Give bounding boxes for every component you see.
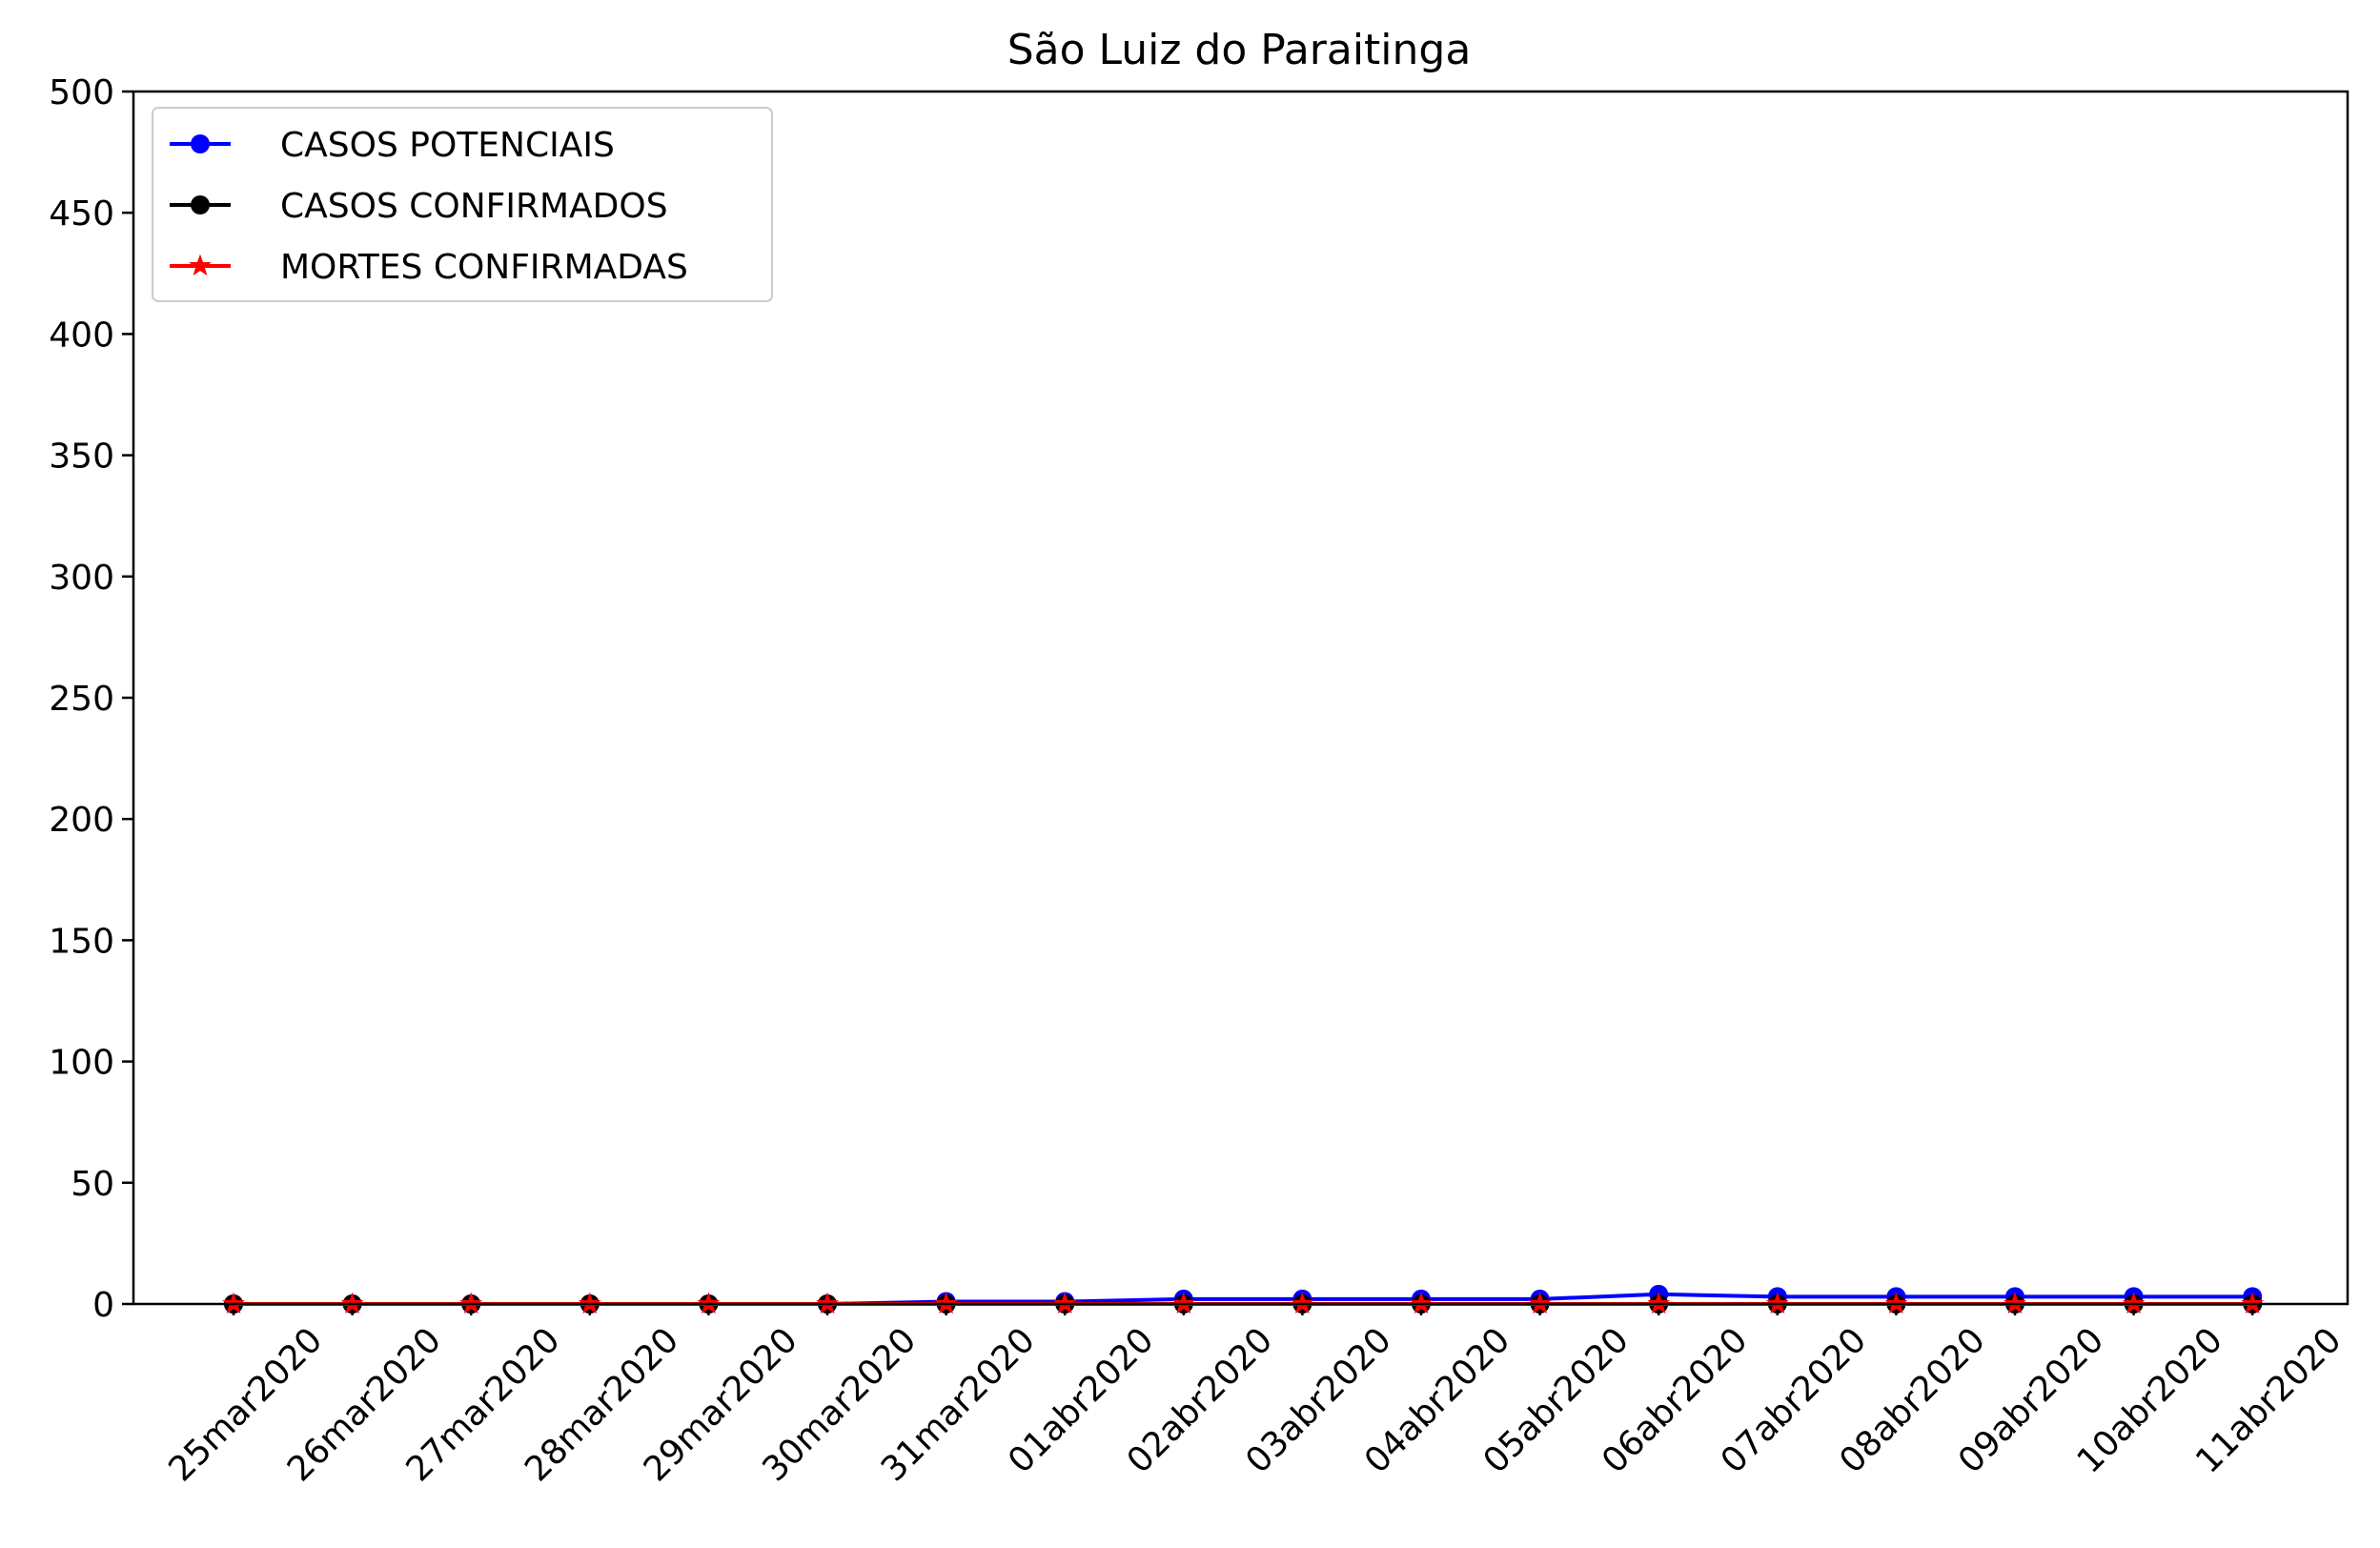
- y-tick-label: 400: [49, 316, 114, 355]
- y-tick-label: 250: [49, 680, 114, 719]
- legend-entry: CASOS POTENCIAIS: [170, 126, 615, 165]
- y-tick-label: 150: [49, 922, 114, 961]
- y-tick-label: 500: [49, 73, 114, 112]
- plot-frame: [132, 90, 2349, 1306]
- legend-label: MORTES CONFIRMADAS: [280, 248, 688, 287]
- series-0: [224, 1284, 2263, 1314]
- y-tick-label: 350: [49, 438, 114, 477]
- legend-marker: [191, 134, 210, 153]
- y-tick-label: 200: [49, 801, 114, 840]
- series-layer: [222, 1284, 2265, 1314]
- legend-label: CASOS POTENCIAIS: [280, 126, 615, 165]
- y-tick-label: 50: [71, 1165, 114, 1204]
- y-tick-label: 450: [49, 194, 114, 234]
- legend-label: CASOS CONFIRMADOS: [280, 187, 668, 226]
- legend-marker: [191, 195, 210, 214]
- legend: CASOS POTENCIAIS CASOS CONFIRMADOS MORTES …: [152, 107, 773, 302]
- legend-entry: MORTES CONFIRMADAS: [170, 248, 688, 287]
- y-tick-label: 0: [92, 1286, 114, 1325]
- y-axis: 0 50 100 150 200 250 300 350 400 450 500: [49, 73, 133, 1325]
- y-tick-label: 100: [49, 1044, 114, 1083]
- legend-box: [152, 107, 773, 302]
- chart-title: São Luiz do Paraitinga: [1007, 26, 1472, 74]
- legend-marker: [189, 254, 212, 276]
- y-tick-label: 300: [49, 559, 114, 598]
- legend-entry: CASOS CONFIRMADOS: [170, 187, 668, 226]
- x-axis: 25mar202026mar202027mar202028mar202029ma…: [161, 1304, 2349, 1489]
